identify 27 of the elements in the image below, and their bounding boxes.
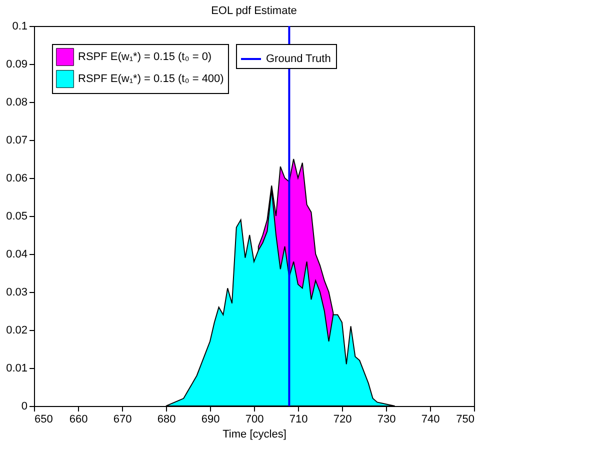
y-tick-label: 0.04 xyxy=(6,248,28,260)
y-tick-label: 0.07 xyxy=(6,134,28,146)
y-tick-label: 0.03 xyxy=(6,286,28,298)
y-tick-label: 0 xyxy=(21,400,28,412)
x-tick-label: 660 xyxy=(69,414,88,426)
legend-label: RSPF E(w₁*) = 0.15 (t₀ = 400) xyxy=(78,73,224,85)
x-tick-label: 710 xyxy=(289,414,308,426)
y-tick-label: 0.09 xyxy=(6,58,28,70)
x-tick-label: 720 xyxy=(333,414,352,426)
y-tick-label: 0.08 xyxy=(6,96,28,108)
y-tick-label: 0.05 xyxy=(6,210,28,222)
chart-title: EOL pdf Estimate xyxy=(211,5,297,17)
legend-label: RSPF E(w₁*) = 0.15 (t₀ = 0) xyxy=(78,51,212,63)
x-axis-title: Time [cycles] xyxy=(222,428,286,440)
x-tick-label: 740 xyxy=(421,414,440,426)
ref-line-label: Ground Truth xyxy=(266,53,331,65)
x-tick-label: 650 xyxy=(34,414,53,426)
y-tick-label: 0.1 xyxy=(12,20,28,32)
y-tick-label: 0.01 xyxy=(6,362,28,374)
y-tick-label: 0.02 xyxy=(6,324,28,336)
x-tick-label: 750 xyxy=(456,414,474,426)
x-tick-label: 700 xyxy=(245,414,264,426)
y-tick-label: 0.06 xyxy=(6,172,28,184)
x-tick-label: 670 xyxy=(113,414,132,426)
x-tick-label: 680 xyxy=(157,414,176,426)
x-tick-label: 690 xyxy=(201,414,220,426)
x-tick-label: 730 xyxy=(377,414,396,426)
